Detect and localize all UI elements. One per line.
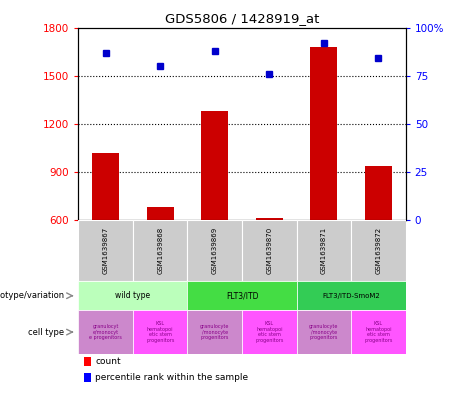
Text: genotype/variation: genotype/variation xyxy=(0,291,65,300)
Bar xyxy=(188,220,242,281)
Bar xyxy=(188,310,242,354)
Text: GSM1639867: GSM1639867 xyxy=(103,227,109,274)
Text: FLT3/ITD-SmoM2: FLT3/ITD-SmoM2 xyxy=(322,293,380,299)
Text: GSM1639872: GSM1639872 xyxy=(375,227,381,274)
Text: KSL
hematopoi
etic stem
progenitors: KSL hematopoi etic stem progenitors xyxy=(146,321,174,343)
Bar xyxy=(365,165,392,220)
Bar xyxy=(92,152,119,220)
Text: percentile rank within the sample: percentile rank within the sample xyxy=(95,373,248,382)
Text: FLT3/ITD: FLT3/ITD xyxy=(226,291,258,300)
Bar xyxy=(296,310,351,354)
Bar xyxy=(78,310,133,354)
Text: wild type: wild type xyxy=(115,291,150,300)
Bar xyxy=(188,281,296,310)
Text: GSM1639871: GSM1639871 xyxy=(321,227,327,274)
Bar xyxy=(84,373,91,382)
Title: GDS5806 / 1428919_at: GDS5806 / 1428919_at xyxy=(165,12,319,25)
Bar xyxy=(84,357,91,366)
Bar xyxy=(201,111,228,220)
Text: GSM1639870: GSM1639870 xyxy=(266,227,272,274)
Text: granulocyte
/monocyte
progenitors: granulocyte /monocyte progenitors xyxy=(309,324,338,340)
Bar xyxy=(256,218,283,220)
Bar xyxy=(310,47,337,220)
Bar xyxy=(242,220,296,281)
Text: cell type: cell type xyxy=(29,328,65,336)
Bar xyxy=(147,207,174,220)
Bar xyxy=(296,281,406,310)
Text: count: count xyxy=(95,357,121,366)
Bar xyxy=(242,310,296,354)
Bar xyxy=(78,220,133,281)
Bar xyxy=(296,220,351,281)
Text: granulocyt
e/monocyt
e progenitors: granulocyt e/monocyt e progenitors xyxy=(89,324,122,340)
Text: KSL
hematopoi
etic stem
progenitors: KSL hematopoi etic stem progenitors xyxy=(255,321,284,343)
Text: KSL
hematopoi
etic stem
progenitors: KSL hematopoi etic stem progenitors xyxy=(364,321,393,343)
Text: GSM1639868: GSM1639868 xyxy=(157,227,163,274)
Bar xyxy=(133,220,188,281)
Bar xyxy=(351,220,406,281)
Text: granulocyte
/monocyte
progenitors: granulocyte /monocyte progenitors xyxy=(200,324,230,340)
Text: GSM1639869: GSM1639869 xyxy=(212,227,218,274)
Bar xyxy=(133,310,188,354)
Bar xyxy=(351,310,406,354)
Bar xyxy=(78,281,188,310)
